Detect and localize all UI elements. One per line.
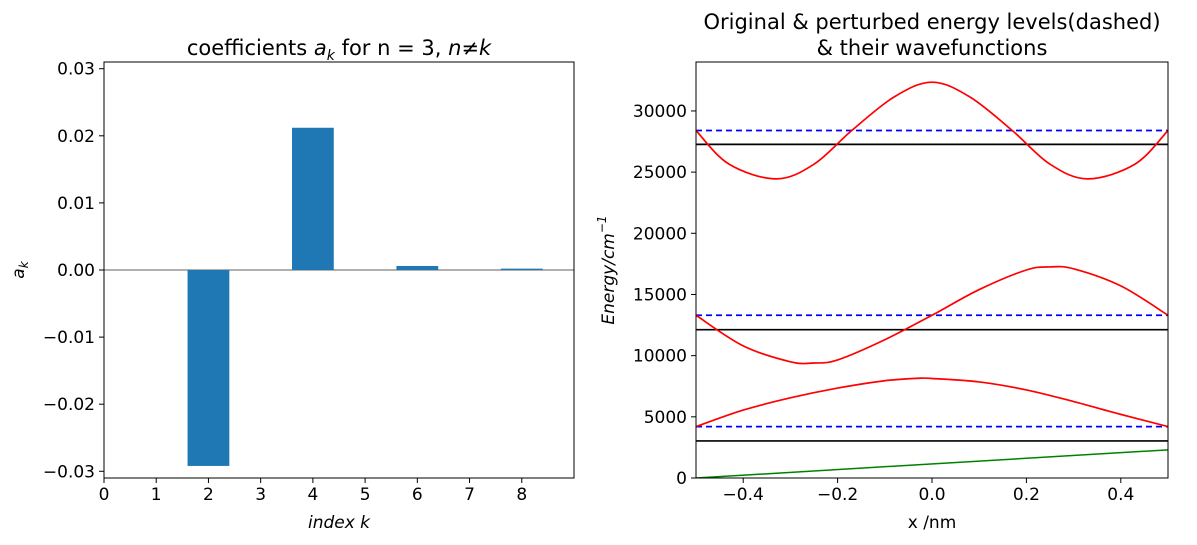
wavefunction-n=2: [696, 265, 1168, 365]
y-tick-label: 30000: [633, 102, 687, 122]
x-tick-label: 8: [516, 485, 527, 505]
energy-chart-frame: [695, 61, 1169, 479]
energy-chart-y-label: Energy/cm−1: [595, 215, 619, 324]
x-tick-label: 4: [307, 485, 318, 505]
bar-chart-title: coefficients ak for n = 3, n≠k: [187, 36, 492, 64]
wavefunction-n=3: [696, 81, 1168, 180]
y-tick-label: 5000: [644, 408, 687, 428]
energy-chart-title-line1: Original & perturbed energy levels(dashe…: [703, 10, 1160, 34]
potential-line: [696, 449, 1168, 478]
energy-chart-title-line2: & their wavefunctions: [817, 36, 1048, 60]
bar-k8: [500, 268, 543, 270]
y-tick-label: 10000: [633, 347, 687, 367]
y-tick-label: 20000: [633, 224, 687, 244]
energy-series-group: [696, 81, 1168, 478]
x-tick-label: 1: [151, 485, 162, 505]
y-tick-label: 0: [676, 469, 687, 489]
x-tick-label: 0: [99, 485, 110, 505]
bar-chart-frame: [103, 61, 575, 479]
wavefunction-n=1: [696, 377, 1168, 428]
y-tick-label: −0.01: [43, 328, 95, 348]
y-tick-label: 0.00: [57, 261, 95, 281]
x-tick-label: 3: [255, 485, 266, 505]
bar-chart-y-label: ak: [9, 260, 31, 278]
x-tick-label: 5: [360, 485, 371, 505]
bar-chart-x-label: index k: [308, 513, 371, 533]
y-tick-label: 25000: [633, 163, 687, 183]
bar-k4: [292, 127, 334, 270]
x-tick-label: 0.2: [1013, 485, 1040, 505]
energy-chart-plot-area: −0.4 −0.2 0.0 0.2 0.4 0 5000 10000 15000 20000 250…: [633, 81, 1168, 505]
bar-k2: [187, 270, 230, 466]
x-tick-label: 0.4: [1107, 485, 1134, 505]
x-tick-label: 6: [412, 485, 423, 505]
energy-chart-x-label: x /nm: [908, 513, 957, 533]
x-tick-label: 2: [203, 485, 214, 505]
bar-k6: [396, 265, 439, 270]
x-tick-label: −0.4: [723, 485, 764, 505]
x-tick-label: 0.0: [918, 485, 945, 505]
y-tick-label: 0.01: [57, 194, 95, 214]
x-tick-label: −0.2: [817, 485, 858, 505]
energy-chart-panel: Original & perturbed energy levels(dashe…: [595, 10, 1169, 533]
bar-chart-panel: coefficients ak for n = 3, n≠k 0 1 2 3 4 5 6 7 8…: [9, 36, 575, 533]
y-tick-label: 0.03: [57, 60, 95, 80]
y-tick-label: −0.02: [43, 395, 95, 415]
y-tick-label: 0.02: [57, 127, 95, 147]
y-tick-label: −0.03: [43, 462, 95, 482]
x-tick-label: 7: [464, 485, 475, 505]
bar-chart-plot-area: 0 1 2 3 4 5 6 7 8 −0.03 −0.02 −0.01 0.00 0.01 0.02 0.03: [43, 60, 574, 505]
y-tick-label: 15000: [633, 285, 687, 305]
